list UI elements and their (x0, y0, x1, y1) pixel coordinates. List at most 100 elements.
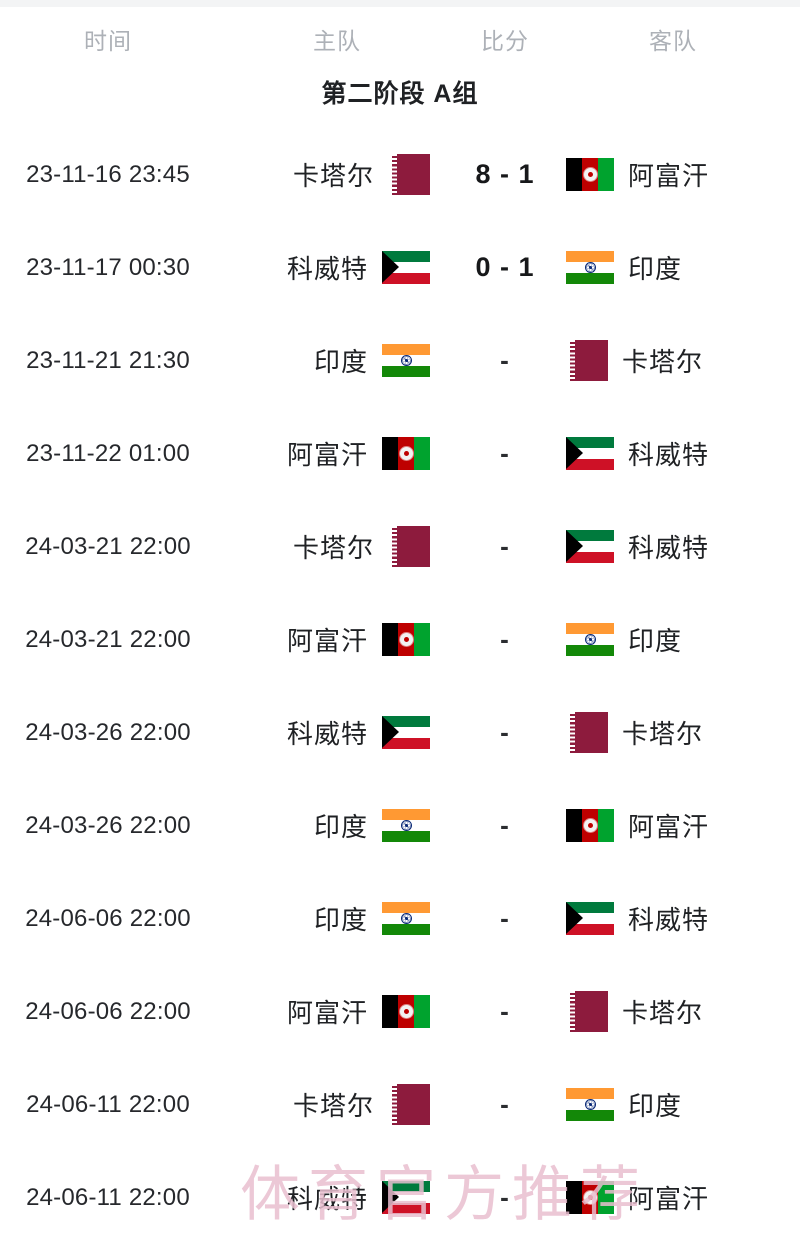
home-team-name: 印度 (313, 812, 368, 842)
home-team[interactable]: 印度 (216, 314, 444, 407)
match-time: 24-06-11 22:00 (26, 1090, 190, 1118)
flag-kuwait-icon (566, 530, 614, 563)
kuwait-trapezoid (566, 902, 583, 934)
away-team[interactable]: 科威特 (566, 407, 800, 500)
afghanistan-emblem (583, 819, 597, 832)
column-header-score: 比分 (481, 28, 529, 54)
away-team[interactable]: 科威特 (566, 500, 800, 593)
qatar-serration (566, 340, 575, 381)
away-team[interactable]: 印度 (566, 1058, 800, 1151)
match-score: 8 - 1 (475, 159, 535, 189)
flag-qatar-icon (388, 1084, 430, 1125)
flag-india-icon (382, 902, 430, 935)
flag-qatar-icon (566, 340, 608, 381)
away-team[interactable]: 阿富汗 (566, 128, 800, 221)
home-team[interactable]: 卡塔尔 (216, 1058, 444, 1151)
home-team[interactable]: 阿富汗 (216, 407, 444, 500)
match-row[interactable]: 23-11-21 21:30 印度 - 卡塔尔 (0, 314, 800, 407)
away-team[interactable]: 阿富汗 (566, 779, 800, 872)
away-team-name: 印度 (628, 1091, 683, 1121)
qatar-serration (388, 526, 397, 567)
away-team[interactable]: 印度 (566, 221, 800, 314)
away-team-name: 印度 (628, 254, 683, 284)
match-score: - (500, 531, 510, 561)
away-team[interactable]: 卡塔尔 (566, 686, 800, 779)
kuwait-trapezoid (382, 716, 399, 748)
match-score: - (500, 903, 510, 933)
match-score: - (500, 996, 510, 1026)
india-chakra (584, 262, 596, 273)
match-time: 24-06-06 22:00 (25, 904, 191, 932)
home-team[interactable]: 卡塔尔 (216, 500, 444, 593)
away-team-name: 科威特 (628, 440, 710, 470)
away-team-name: 卡塔尔 (622, 719, 704, 749)
home-team-name: 科威特 (286, 254, 368, 284)
match-row[interactable]: 23-11-17 00:30 科威特 0 - 1 印度 (0, 221, 800, 314)
flag-kuwait-icon (382, 1181, 430, 1214)
match-score: - (500, 1089, 510, 1119)
india-chakra (400, 913, 412, 924)
match-score: - (500, 717, 510, 747)
match-time: 24-03-26 22:00 (25, 811, 191, 839)
afghanistan-emblem (399, 447, 413, 460)
flag-qatar-icon (388, 526, 430, 567)
home-team[interactable]: 印度 (216, 779, 444, 872)
home-team[interactable]: 科威特 (216, 686, 444, 779)
match-row[interactable]: 24-06-11 22:00 卡塔尔 - 印度 (0, 1058, 800, 1151)
flag-india-icon (382, 344, 430, 377)
qatar-serration (388, 1084, 397, 1125)
match-row[interactable]: 23-11-16 23:45 卡塔尔 8 - 1 阿富汗 (0, 128, 800, 221)
home-team[interactable]: 阿富汗 (216, 965, 444, 1058)
afghanistan-emblem (399, 633, 413, 646)
flag-kuwait-icon (382, 716, 430, 749)
away-team[interactable]: 卡塔尔 (566, 965, 800, 1058)
afghanistan-emblem (583, 168, 597, 181)
home-team[interactable]: 卡塔尔 (216, 128, 444, 221)
away-team[interactable]: 印度 (566, 593, 800, 686)
match-time: 23-11-17 00:30 (26, 253, 190, 281)
column-header-home: 主队 (313, 28, 361, 54)
home-team-name: 阿富汗 (286, 440, 368, 470)
match-row[interactable]: 24-06-11 22:00 科威特 - 阿富汗 (0, 1151, 800, 1233)
match-row[interactable]: 24-03-21 22:00 卡塔尔 - 科威特 (0, 500, 800, 593)
away-team[interactable]: 阿富汗 (566, 1151, 800, 1233)
away-team-name: 印度 (628, 626, 683, 656)
flag-india-icon (382, 809, 430, 842)
india-chakra (400, 355, 412, 366)
flag-qatar-icon (388, 154, 430, 195)
match-time: 24-03-21 22:00 (25, 625, 191, 653)
away-team-name: 卡塔尔 (622, 347, 704, 377)
home-team-name: 卡塔尔 (292, 533, 374, 563)
match-row[interactable]: 24-06-06 22:00 阿富汗 - 卡塔尔 (0, 965, 800, 1058)
away-team[interactable]: 科威特 (566, 872, 800, 965)
match-row[interactable]: 24-03-26 22:00 科威特 - 卡塔尔 (0, 686, 800, 779)
home-team[interactable]: 印度 (216, 872, 444, 965)
match-row[interactable]: 24-06-06 22:00 印度 - 科威特 (0, 872, 800, 965)
home-team[interactable]: 科威特 (216, 1151, 444, 1233)
match-row[interactable]: 24-03-26 22:00 印度 - 阿富汗 (0, 779, 800, 872)
home-team[interactable]: 科威特 (216, 221, 444, 314)
home-team-name: 阿富汗 (286, 998, 368, 1028)
group-title: 第二阶段 A组 (321, 80, 479, 108)
home-team[interactable]: 阿富汗 (216, 593, 444, 686)
afghanistan-emblem (399, 1005, 413, 1018)
match-time: 23-11-16 23:45 (26, 160, 190, 188)
qatar-serration (566, 712, 575, 753)
away-team[interactable]: 卡塔尔 (566, 314, 800, 407)
qatar-serration (388, 154, 397, 195)
flag-afghanistan-icon (382, 623, 430, 656)
home-team-name: 印度 (313, 905, 368, 935)
column-header-row: 时间 主队 比分 客队 (0, 0, 800, 78)
match-score: 0 - 1 (475, 252, 535, 282)
india-chakra (584, 1099, 596, 1110)
match-row[interactable]: 23-11-22 01:00 阿富汗 - 科威特 (0, 407, 800, 500)
qatar-serration (566, 991, 575, 1032)
flag-afghanistan-icon (566, 1181, 614, 1214)
home-team-name: 卡塔尔 (292, 1091, 374, 1121)
home-team-name: 阿富汗 (286, 626, 368, 656)
flag-india-icon (566, 623, 614, 656)
match-row[interactable]: 24-03-21 22:00 阿富汗 - 印度 (0, 593, 800, 686)
flag-afghanistan-icon (382, 437, 430, 470)
away-team-name: 阿富汗 (628, 1184, 710, 1214)
